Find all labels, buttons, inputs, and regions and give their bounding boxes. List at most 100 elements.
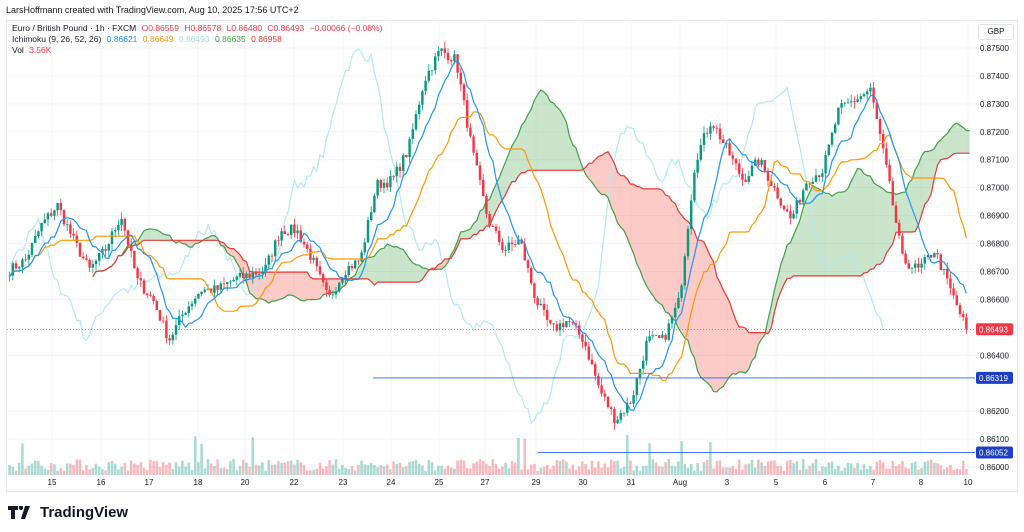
candle-body [366,220,370,243]
volume-bar [853,467,856,475]
volume-bar [302,464,306,475]
cloud-segment [422,268,426,280]
cloud-segment [553,103,557,171]
cloud-segment [512,140,516,182]
volume-bar [891,461,895,475]
candle-body [216,285,219,290]
volume-bar [875,461,879,475]
volume-bar [190,469,194,475]
candle-body [357,260,360,262]
candle-body [651,335,655,337]
candle-body [664,334,667,340]
volume-bar [539,467,543,475]
tradingview-logo[interactable]: TradingView [8,504,128,521]
candle-body [248,273,251,278]
volume-bar [37,460,40,475]
volume-bar [491,459,495,475]
volume-bar [542,466,546,475]
candle-body [363,242,367,253]
candle-body [161,320,165,322]
cloud-segment [521,121,525,173]
x-tick-label: 20 [241,478,250,487]
symbol-row[interactable]: Euro / British Pound · 1h · FXCM O0.8655… [12,23,385,34]
volume-bar [469,468,472,475]
candle-body [865,91,869,95]
volume-bar [171,468,175,475]
cloud-segment [694,231,698,372]
volume-bar [270,464,274,475]
price-chart[interactable]: 0.87500 0.87400 0.87300 0.87200 0.87100 0.870… [0,0,1024,500]
y-tick-label: 0.87400 [980,72,1009,81]
candle-body [139,278,143,281]
cloud-segment [915,164,919,232]
candle-body [46,213,50,220]
candle-body [449,60,453,62]
candle-body [597,375,600,386]
volume-bar [693,470,696,475]
candle-body [587,346,591,360]
volume-bar [341,464,344,475]
ichimoku-row[interactable]: Ichimoku (9, 26, 52, 26) 0.86621 0.86649… [12,34,385,45]
candle-body [926,254,930,258]
volume-bar [958,469,962,475]
candle-body [225,282,229,285]
candle-body [251,272,255,278]
volume-bar [753,467,757,475]
cloud-segment [860,169,864,276]
volume-bar [670,465,674,475]
volume-bar [721,467,725,475]
candle-body [424,80,427,92]
volume-bar [913,461,917,475]
currency-button[interactable]: GBP [978,24,1014,40]
symbol-name: Euro / British Pound · 1h · FXCM [12,23,137,33]
candle-body [37,231,40,237]
x-tick-label: 24 [387,478,396,487]
volume-bar [305,470,309,475]
volume-bar [216,459,219,475]
candle-body [657,335,661,338]
candle-body [232,279,235,282]
candle-body [747,176,751,182]
volume-bar [808,465,811,475]
candle-body [683,256,687,286]
candle-body [113,230,117,232]
candle-body [382,182,386,188]
candle-body [78,242,82,257]
volume-bar [497,468,501,475]
cloud-segment [572,145,576,171]
candle-body [389,176,392,188]
candle-body [616,419,619,424]
volume-bar [328,460,331,475]
volume-bar [865,468,869,475]
volume-bar [14,470,18,475]
x-tick-label: 10 [964,478,973,487]
cloud-segment [300,272,304,301]
volume-bar [325,466,328,475]
candle-body [97,253,101,261]
volume-bar [817,470,821,475]
candle-body [40,222,43,232]
volume-row[interactable]: Vol 3.56K [12,45,385,56]
candle-body [392,176,395,177]
cloud-segment [534,94,538,171]
candle-body [81,256,85,259]
span-a-line [92,89,970,393]
cloud-segment [304,272,308,301]
candle-body [267,255,271,265]
candle-body [478,165,482,180]
volume-bar [225,469,229,475]
candle-body [190,303,194,307]
volume-bar [321,468,325,475]
candle-body [280,231,283,241]
cloud-segment [902,192,906,233]
candle-body [245,273,248,279]
candle-body [939,254,943,271]
candle-body [158,310,162,321]
volume-bar [536,470,539,475]
candle-body [830,132,834,145]
cloud-segment [905,182,909,233]
candle-body [398,166,402,171]
volume-bar [376,467,379,475]
chart-frame [6,20,1018,492]
volume-bar [664,462,667,475]
